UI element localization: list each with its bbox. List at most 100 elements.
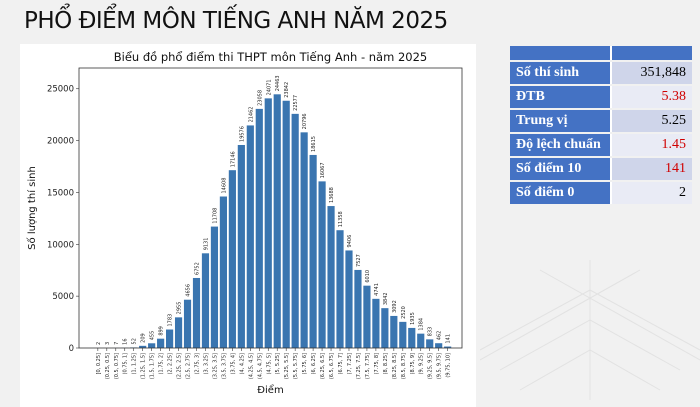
x-tick-label: [0, 0.25] [96, 353, 102, 374]
background-grid-decoration [480, 260, 700, 400]
stat-row: Trung vị 5.25 [510, 110, 692, 132]
bar [255, 108, 263, 348]
bar-value-label: 11708 [212, 208, 218, 224]
histogram-chart: Biểu đồ phổ điểm thi THPT môn Tiếng Anh … [26, 50, 463, 396]
bar [426, 339, 434, 348]
bar [318, 181, 326, 348]
table-header-row [510, 46, 692, 60]
bar [399, 321, 407, 348]
bar [390, 315, 398, 348]
x-tick-label: (8.75, 9] [410, 353, 416, 374]
x-tick-label: (7.25, 7.5] [356, 353, 362, 379]
stat-label: Số thí sinh [510, 62, 612, 84]
y-axis-label: Số lượng thí sinh [26, 166, 38, 250]
bar [363, 285, 371, 348]
stat-label: Số điểm 0 [510, 182, 612, 204]
x-tick-label: (1.25, 1.5] [141, 353, 147, 379]
x-tick-label: (4.25, 4.5] [248, 353, 254, 379]
y-tick-label: 5000 [52, 292, 74, 302]
chart-card: Biểu đồ phổ điểm thi THPT môn Tiếng Anh … [20, 44, 476, 407]
stat-value: 1.45 [612, 134, 692, 156]
bar [435, 343, 443, 348]
x-axis-label: Điểm [257, 383, 283, 396]
x-tick-label: (8.25, 8.5] [392, 353, 398, 379]
bar-value-label: 1384 [419, 318, 425, 331]
x-tick-label: (6.25, 6.5] [320, 353, 326, 379]
x-tick-label: (3.5, 3.75] [221, 353, 227, 379]
x-tick-label: (9.75, 10] [446, 353, 452, 378]
x-tick-label: (7, 7.25] [347, 353, 353, 374]
header-cell [510, 46, 612, 60]
bar-value-label: 20796 [302, 113, 308, 129]
x-tick-label: (5, 5.25] [275, 353, 281, 374]
bar-value-label: 141 [446, 334, 452, 344]
bar-value-label: 22577 [293, 95, 299, 111]
y-tick-label: 25000 [47, 85, 74, 95]
x-tick-label: (6.75, 7] [338, 353, 344, 374]
bar [228, 170, 236, 348]
bar-value-label: 7 [114, 342, 120, 345]
bar-value-label: 9406 [347, 235, 353, 248]
bar-value-label: 9131 [203, 238, 209, 251]
bar-value-label: 7527 [356, 254, 362, 267]
y-tick-label: 10000 [47, 240, 74, 250]
y-tick-label: 15000 [47, 188, 74, 198]
x-tick-label: (0.25, 0.5] [105, 353, 111, 379]
bar-value-label: 3 [105, 342, 111, 345]
bar-value-label: 209 [141, 333, 147, 343]
bar-value-label: 17146 [230, 151, 236, 167]
bar [417, 333, 425, 348]
bar-value-label: 6752 [195, 262, 201, 275]
bar [309, 154, 317, 348]
chart-title: Biểu đồ phổ điểm thi THPT môn Tiếng Anh … [114, 50, 427, 64]
bar-value-label: 23842 [284, 82, 290, 98]
x-tick-label: (4.5, 4.75] [257, 353, 263, 379]
x-tick-label: (2.5, 2.75] [186, 353, 192, 379]
bar [372, 298, 380, 348]
bar-value-label: 833 [428, 327, 434, 337]
plot-frame [78, 67, 463, 349]
bar-value-label: 14608 [221, 178, 227, 194]
stat-row: Số điểm 10 141 [510, 158, 692, 180]
bar [354, 269, 362, 348]
bar [444, 346, 452, 348]
stat-label: Số điểm 10 [510, 158, 612, 180]
bar-value-label: 4656 [186, 284, 192, 297]
bar-value-label: 4741 [374, 283, 380, 296]
bar [174, 317, 183, 348]
bar-value-label: 1783 [168, 314, 174, 327]
x-tick-label: (7.75, 8] [374, 353, 380, 374]
stat-row: Số thí sinh 351,848 [510, 62, 692, 84]
x-tick-label: (3, 3.25] [203, 353, 209, 374]
bar [192, 277, 201, 348]
bar-value-label: 16067 [320, 162, 326, 178]
bar-value-label: 24071 [266, 79, 272, 95]
bar [327, 206, 335, 348]
bar-value-label: 23058 [257, 90, 263, 106]
x-tick-label: (1.75, 2] [159, 353, 165, 374]
bar-value-label: 462 [437, 331, 443, 341]
stat-label: Trung vị [510, 110, 612, 132]
x-tick-label: (5.5, 5.75] [293, 353, 299, 379]
bar-value-label: 2520 [401, 306, 407, 319]
bar [408, 327, 416, 348]
stat-value: 141 [612, 158, 692, 180]
bar-value-label: 24463 [275, 75, 281, 91]
bar [336, 230, 344, 348]
x-tick-label: (8.5, 8.75] [401, 353, 407, 379]
bar-value-label: 11358 [338, 211, 344, 227]
x-tick-label: (8, 8.25] [383, 353, 389, 374]
bar [210, 226, 219, 348]
bar [282, 100, 290, 348]
x-tick-label: (9.5, 9.75] [437, 353, 443, 379]
x-tick-label: (4.75, 5] [266, 353, 272, 374]
x-tick-label: (2, 2.25] [168, 353, 174, 374]
x-tick-label: (4, 4.25] [239, 353, 245, 374]
bar [381, 308, 389, 348]
bar-value-label: 18615 [311, 136, 317, 152]
bar-value-label: 2 [96, 342, 102, 345]
bar [183, 299, 192, 348]
x-tick-label: (9.25, 9.5] [428, 353, 434, 379]
bar [237, 144, 245, 348]
